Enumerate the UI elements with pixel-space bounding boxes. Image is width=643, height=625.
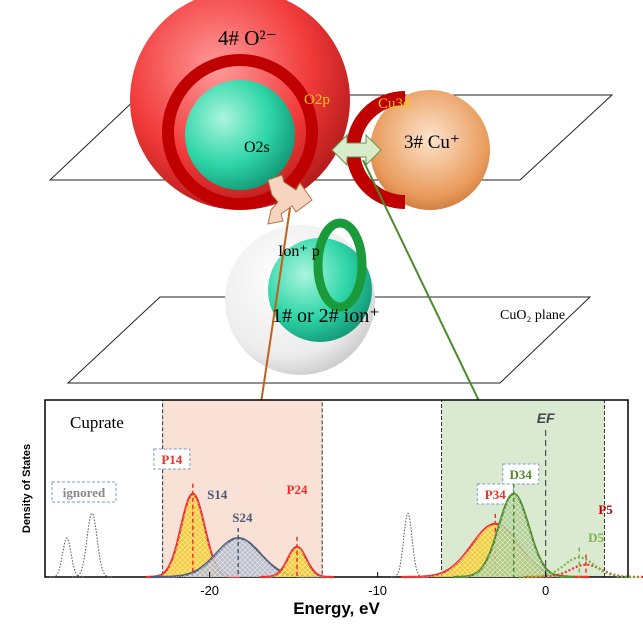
figure: 4# O²⁻ O2p Cu3d 3# Cu⁺ O2s Ion⁺ p 1# or …	[0, 0, 643, 625]
ignored-label: ignored	[63, 485, 106, 500]
ignored-peak	[72, 513, 112, 577]
peak-label: S24	[232, 510, 253, 525]
cu-ion-label: 3# Cu⁺	[404, 132, 460, 153]
x-tick-label: -10	[368, 583, 387, 598]
o2s-core	[185, 80, 295, 190]
y-axis-title: Density of States	[21, 444, 33, 533]
peak-label: S14	[207, 487, 228, 502]
x-tick-label: -20	[200, 583, 219, 598]
ion-label: 1# or 2# ion⁺	[272, 305, 380, 327]
ignored-peak	[391, 513, 425, 577]
ignored-peak	[50, 538, 84, 577]
ion-p-label: Ion⁺ p	[278, 243, 320, 260]
dos-chart: P14 S14 S24 P24 P34 D34 P5 D5 EF ignored Cuprate -2…	[21, 400, 643, 618]
cu3d-label: Cu3d	[378, 96, 411, 112]
peak-label: P14	[161, 452, 182, 467]
plane-label: CuO₂ plane	[500, 308, 565, 323]
diagram: 4# O²⁻ O2p Cu3d 3# Cu⁺ O2s Ion⁺ p 1# or …	[50, 0, 612, 438]
peak-label: P5	[598, 502, 613, 517]
peak-label: D5	[588, 530, 604, 545]
o2p-label: O2p	[304, 92, 330, 108]
peak-label: D34	[510, 467, 533, 482]
x-tick-label: 0	[542, 583, 549, 598]
x-axis-title: Energy, eV	[293, 599, 380, 618]
peak-label: P24	[287, 482, 308, 497]
fermi-label: EF	[537, 410, 555, 426]
chart-title: Cuprate	[70, 413, 124, 432]
o-ion-label: 4# O²⁻	[218, 26, 277, 50]
o2s-label: O2s	[244, 139, 270, 156]
peak-label: P34	[485, 487, 506, 502]
